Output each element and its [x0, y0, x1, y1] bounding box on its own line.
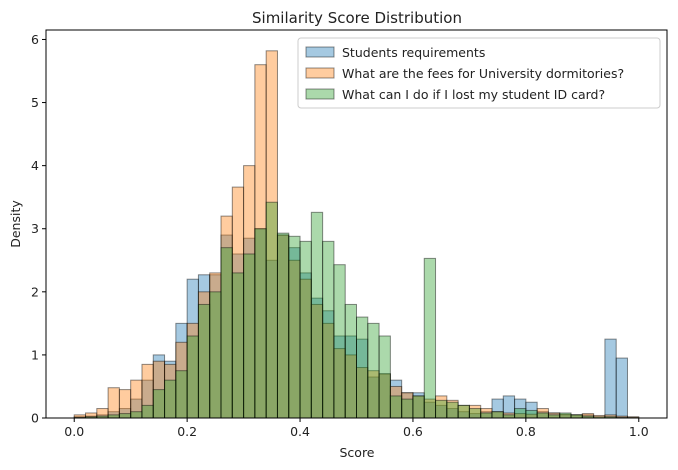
histogram-bar	[480, 412, 493, 419]
histogram-bar	[401, 398, 414, 419]
y-tick-label: 0	[31, 411, 39, 426]
y-tick-label: 2	[31, 284, 39, 299]
histogram-bar	[344, 303, 357, 419]
histogram-bar	[197, 303, 211, 419]
y-axis-label: Density	[8, 200, 23, 248]
histogram-bar	[310, 211, 324, 419]
x-axis-label: Score	[339, 445, 374, 460]
histogram-bar	[559, 412, 572, 419]
legend-label: What can I do if I lost my student ID ca…	[342, 87, 605, 102]
histogram-bar	[435, 399, 448, 419]
histogram-bar	[164, 379, 177, 419]
y-tick-label: 5	[31, 95, 39, 110]
histogram-bar	[423, 257, 437, 419]
chart-title: Similarity Score Distribution	[252, 9, 462, 27]
plot-frame	[45, 29, 668, 419]
histogram-bar	[322, 240, 335, 419]
series-1	[73, 228, 628, 419]
y-tick-label: 1	[31, 347, 39, 362]
x-tick-label: 0.4	[290, 424, 310, 439]
y-tick-label: 6	[31, 32, 39, 47]
histogram-bar	[107, 387, 120, 419]
histogram-bar	[209, 291, 222, 419]
histogram-bar	[175, 370, 188, 419]
histogram-bar	[299, 240, 312, 419]
histogram-bar	[118, 413, 132, 419]
plot-area	[73, 50, 640, 419]
x-tick-label: 0.0	[64, 424, 84, 439]
series-3	[73, 201, 640, 419]
histogram-bar	[491, 411, 504, 419]
histogram-bar	[389, 395, 403, 419]
y-tick-label: 3	[31, 221, 39, 236]
histogram-bar	[220, 247, 233, 419]
legend-swatch	[305, 88, 335, 100]
histogram-bar	[333, 264, 346, 419]
histogram-bar	[356, 316, 369, 419]
histogram-bar	[514, 408, 527, 419]
histogram-bar	[186, 335, 199, 419]
histogram-bar	[604, 338, 617, 419]
x-tick-label: 0.6	[403, 424, 423, 439]
x-axis: 0.0 0.2 0.4 0.6 0.8 1.0	[64, 418, 649, 439]
histogram-bar	[457, 404, 470, 419]
x-tick-label: 0.2	[177, 424, 197, 439]
histogram-bar	[378, 335, 391, 419]
y-axis: 0 1 2 3 4 5 6	[31, 32, 46, 426]
histogram-bar	[288, 235, 301, 419]
histogram-bar	[130, 411, 143, 419]
histogram-bar	[367, 322, 380, 419]
series-2	[73, 50, 640, 419]
histogram-bar	[615, 357, 628, 419]
legend: Students requirements What are the fees f…	[297, 37, 661, 109]
x-tick-label: 0.8	[516, 424, 536, 439]
histogram-bar	[468, 408, 482, 419]
histogram-bar	[446, 401, 459, 419]
histogram-bar	[525, 409, 538, 419]
legend-box	[297, 37, 661, 109]
histogram-bar	[141, 404, 154, 419]
histogram-bar	[152, 389, 166, 419]
legend-swatch	[305, 67, 335, 79]
histogram-bar	[265, 201, 278, 419]
legend-label: What are the fees for University dormito…	[342, 66, 624, 81]
histogram-bar	[536, 412, 549, 419]
histogram-bar	[231, 272, 245, 419]
histogram-bar	[276, 232, 290, 419]
histogram-bar	[243, 253, 256, 419]
legend-label: Students requirements	[342, 45, 485, 60]
y-tick-label: 4	[31, 158, 39, 173]
legend-swatch	[305, 46, 335, 58]
histogram-bar	[254, 228, 267, 419]
x-tick-label: 1.0	[629, 424, 649, 439]
histogram-bar	[412, 395, 425, 419]
